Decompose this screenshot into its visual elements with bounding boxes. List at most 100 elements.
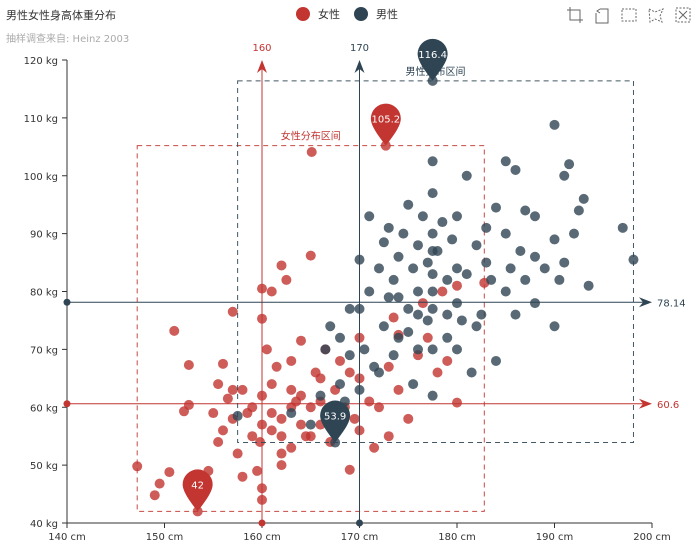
data-point — [617, 222, 628, 233]
legend-item-male[interactable]: 男性 — [354, 6, 398, 22]
data-point — [452, 344, 462, 355]
data-point — [413, 240, 423, 251]
y-tick-label: 80 kg — [30, 288, 58, 299]
mark-area-0 — [136, 145, 485, 512]
data-point — [218, 358, 228, 369]
x-tick-label: 150 cm — [146, 532, 184, 543]
data-point — [476, 309, 487, 320]
data-point — [266, 425, 277, 436]
data-point — [422, 257, 433, 268]
data-point — [227, 306, 238, 317]
data-point — [169, 325, 180, 336]
x-tick-label: 180 cm — [438, 532, 476, 543]
data-point — [325, 321, 336, 332]
data-point — [500, 286, 511, 297]
data-point — [456, 315, 467, 326]
polygon-select-icon[interactable] — [647, 6, 665, 24]
data-point — [461, 269, 472, 280]
mark-point-label: 105.2 — [372, 115, 401, 126]
rect-select-icon[interactable] — [620, 6, 638, 24]
data-point — [335, 355, 345, 366]
mark-line-label: 78.14 — [657, 298, 686, 309]
data-point — [388, 350, 399, 361]
chart-title: 男性女性身高体重分布 — [6, 9, 116, 22]
data-point — [213, 436, 224, 447]
mark-point-pin-icon — [370, 103, 401, 146]
data-zoom-reset-icon[interactable] — [593, 6, 611, 24]
mark-line-label: 60.6 — [657, 400, 679, 411]
data-point — [427, 269, 438, 280]
legend-male-icon — [354, 7, 368, 21]
data-point — [466, 367, 477, 378]
data-point — [164, 467, 175, 478]
data-point — [549, 234, 560, 245]
data-point — [427, 245, 438, 256]
mark-line-arrow — [257, 60, 267, 73]
mark-line-start-dot — [356, 519, 363, 527]
data-point — [266, 379, 277, 390]
data-point — [530, 211, 540, 222]
data-point — [344, 303, 355, 314]
x-tick-label: 160 cm — [243, 532, 281, 543]
data-point — [569, 228, 579, 239]
data-point — [417, 298, 428, 309]
data-point — [481, 222, 492, 233]
mark-line-label: 160 — [252, 43, 271, 54]
data-point — [132, 461, 143, 472]
data-point — [344, 464, 355, 475]
data-point — [305, 419, 316, 430]
data-point — [393, 384, 404, 395]
legend-item-female[interactable]: 女性 — [296, 6, 340, 22]
mark-point-pin-icon — [182, 469, 213, 512]
data-point — [422, 315, 433, 326]
data-point — [296, 335, 306, 346]
data-point — [286, 355, 297, 366]
data-point — [427, 390, 438, 401]
legend-label: 男性 — [376, 8, 398, 21]
x-tick-label: 200 cm — [633, 532, 671, 543]
data-point — [271, 361, 282, 372]
data-point — [286, 442, 297, 453]
data-point — [349, 413, 360, 424]
data-point — [500, 228, 511, 239]
data-point — [491, 202, 501, 213]
data-point — [213, 379, 224, 390]
clear-select-icon[interactable] — [674, 6, 692, 24]
data-point — [452, 211, 462, 222]
data-point — [247, 402, 258, 413]
data-point — [276, 448, 287, 459]
data-point — [393, 251, 404, 262]
data-point — [335, 332, 345, 343]
data-point — [403, 199, 414, 210]
data-point — [398, 228, 409, 239]
data-point — [276, 413, 287, 424]
x-tick-label: 190 cm — [536, 532, 574, 543]
data-point — [471, 321, 482, 332]
mark-line-start-dot — [63, 298, 71, 306]
mark-line-arrow — [354, 60, 365, 73]
mark-area-label: 女性分布区间 — [281, 130, 341, 143]
legend-female-icon — [296, 7, 310, 21]
data-point — [276, 460, 287, 471]
data-point — [261, 344, 272, 355]
data-point — [286, 408, 297, 419]
data-point — [564, 159, 575, 170]
data-point — [442, 355, 453, 366]
data-point — [378, 321, 389, 332]
legend-label: 女性 — [318, 8, 340, 21]
data-point — [422, 332, 433, 343]
y-tick-label: 90 kg — [30, 230, 58, 241]
data-zoom-icon[interactable] — [566, 6, 584, 24]
data-point — [369, 442, 380, 453]
mark-line-arrow — [639, 398, 652, 409]
y-tick-label: 100 kg — [24, 172, 58, 183]
data-point — [266, 286, 277, 297]
mark-point-label: 116.4 — [418, 50, 447, 61]
data-point — [408, 263, 419, 274]
data-point — [486, 274, 497, 285]
mark-line-start-dot — [258, 519, 266, 527]
data-point — [383, 431, 394, 442]
data-point — [530, 251, 540, 262]
data-point — [359, 344, 370, 355]
data-point — [403, 413, 414, 424]
